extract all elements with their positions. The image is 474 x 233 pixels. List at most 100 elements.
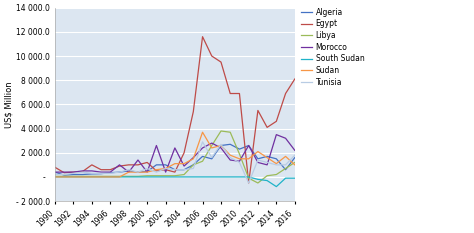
- South Sudan: [98, 175, 104, 178]
- Libya: [117, 175, 122, 178]
- Egypt: [98, 168, 104, 171]
- Tunisia: [209, 156, 215, 159]
- Algeria: [209, 158, 215, 160]
- South Sudan: [264, 179, 270, 182]
- Egypt: [172, 171, 178, 174]
- Sudan: [255, 150, 261, 153]
- Libya: [255, 182, 261, 184]
- Libya: [264, 174, 270, 177]
- South Sudan: [108, 175, 113, 178]
- Egypt: [228, 92, 233, 95]
- Morocco: [52, 171, 58, 174]
- Morocco: [61, 171, 67, 174]
- Egypt: [273, 120, 279, 123]
- Line: Morocco: Morocco: [55, 135, 295, 172]
- Algeria: [191, 164, 196, 166]
- Egypt: [246, 182, 252, 184]
- Algeria: [117, 171, 122, 174]
- Morocco: [200, 147, 205, 149]
- Tunisia: [126, 168, 132, 171]
- Sudan: [135, 171, 141, 174]
- Libya: [237, 153, 242, 155]
- Algeria: [228, 143, 233, 146]
- Sudan: [264, 156, 270, 159]
- Morocco: [218, 147, 224, 149]
- Morocco: [292, 149, 298, 152]
- Tunisia: [237, 161, 242, 164]
- South Sudan: [191, 175, 196, 178]
- South Sudan: [52, 175, 58, 178]
- Algeria: [246, 144, 252, 147]
- Morocco: [108, 171, 113, 174]
- Tunisia: [273, 164, 279, 166]
- Morocco: [154, 144, 159, 147]
- South Sudan: [145, 175, 150, 178]
- Algeria: [145, 170, 150, 173]
- Tunisia: [283, 164, 288, 166]
- Tunisia: [200, 140, 205, 143]
- Morocco: [89, 169, 95, 172]
- Sudan: [154, 168, 159, 171]
- Sudan: [108, 175, 113, 178]
- Sudan: [228, 154, 233, 157]
- Egypt: [145, 161, 150, 164]
- Libya: [145, 174, 150, 177]
- South Sudan: [200, 175, 205, 178]
- Tunisia: [218, 143, 224, 146]
- Egypt: [117, 165, 122, 168]
- Sudan: [80, 175, 85, 178]
- Sudan: [283, 155, 288, 158]
- Tunisia: [264, 161, 270, 164]
- Egypt: [61, 171, 67, 174]
- Morocco: [264, 164, 270, 166]
- South Sudan: [283, 177, 288, 180]
- Tunisia: [246, 182, 252, 184]
- Line: South Sudan: South Sudan: [55, 177, 295, 187]
- Morocco: [117, 164, 122, 166]
- South Sudan: [246, 175, 252, 178]
- Egypt: [255, 109, 261, 112]
- South Sudan: [61, 175, 67, 178]
- Line: Libya: Libya: [55, 131, 295, 183]
- Libya: [273, 173, 279, 176]
- Egypt: [108, 168, 113, 171]
- Libya: [228, 131, 233, 134]
- South Sudan: [154, 175, 159, 178]
- Libya: [89, 175, 95, 178]
- South Sudan: [117, 175, 122, 178]
- Morocco: [237, 160, 242, 163]
- South Sudan: [126, 175, 132, 178]
- Algeria: [52, 171, 58, 174]
- Morocco: [246, 144, 252, 147]
- Algeria: [135, 171, 141, 174]
- Egypt: [264, 126, 270, 129]
- Sudan: [172, 162, 178, 165]
- Libya: [108, 175, 113, 178]
- Algeria: [89, 172, 95, 175]
- Algeria: [163, 164, 168, 166]
- Egypt: [200, 35, 205, 38]
- Tunisia: [71, 172, 76, 175]
- Morocco: [98, 171, 104, 174]
- South Sudan: [209, 175, 215, 178]
- Egypt: [71, 171, 76, 174]
- Morocco: [191, 156, 196, 159]
- Tunisia: [108, 172, 113, 175]
- Egypt: [237, 92, 242, 95]
- Egypt: [163, 168, 168, 171]
- Algeria: [237, 148, 242, 151]
- Algeria: [98, 172, 104, 175]
- Tunisia: [117, 171, 122, 174]
- Libya: [292, 161, 298, 164]
- Tunisia: [80, 171, 85, 174]
- Tunisia: [154, 171, 159, 174]
- Sudan: [181, 162, 187, 165]
- Sudan: [117, 175, 122, 178]
- Morocco: [172, 147, 178, 149]
- South Sudan: [181, 175, 187, 178]
- Line: Sudan: Sudan: [55, 132, 295, 177]
- Line: Tunisia: Tunisia: [55, 142, 295, 183]
- Morocco: [126, 171, 132, 174]
- Libya: [181, 173, 187, 176]
- Legend: Algeria, Egypt, Libya, Morocco, South Sudan, Sudan, Tunisia: Algeria, Egypt, Libya, Morocco, South Su…: [301, 8, 365, 87]
